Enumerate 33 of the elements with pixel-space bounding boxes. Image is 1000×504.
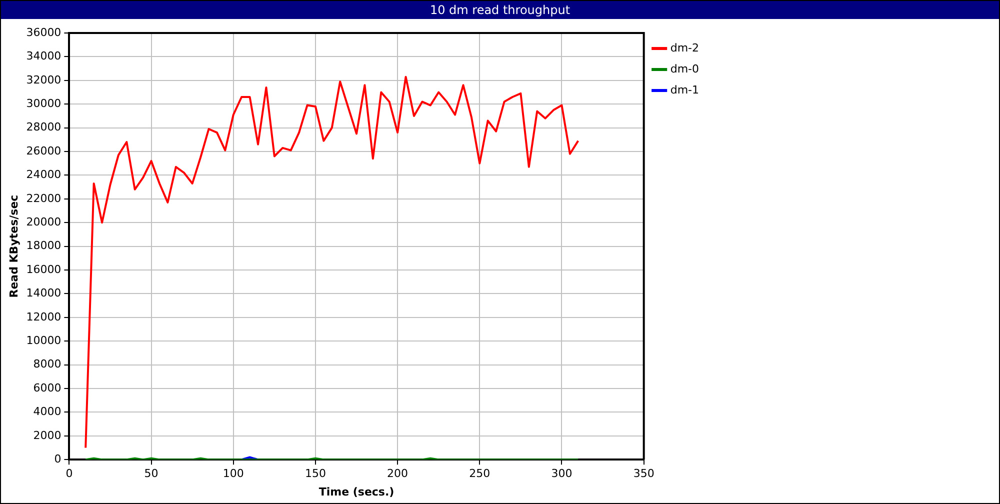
y-tick-label: 22000 — [26, 192, 62, 205]
y-tick-label: 26000 — [26, 144, 62, 158]
x-axis-title: Time (secs.) — [318, 485, 394, 498]
y-tick-label: 10000 — [26, 334, 62, 347]
x-tick-label: 150 — [304, 467, 326, 480]
y-tick-label: 16000 — [26, 262, 62, 276]
x-tick-label: 250 — [469, 467, 490, 480]
y-tick-label: 28000 — [26, 120, 62, 134]
y-tick-label: 2000 — [33, 428, 62, 442]
legend-label: dm-2 — [670, 41, 700, 54]
legend-label: dm-1 — [670, 83, 700, 96]
x-tick-label: 300 — [551, 467, 572, 480]
y-axis-title: Read KBytes/sec — [7, 194, 20, 298]
x-tick-label: 50 — [144, 467, 158, 480]
x-tick-label: 100 — [222, 467, 244, 480]
y-tick-label: 18000 — [26, 239, 62, 252]
y-tick-label: 4000 — [33, 405, 62, 418]
y-tick-label: 20000 — [26, 215, 62, 228]
x-tick-label: 350 — [633, 467, 654, 480]
legend-label: dm-0 — [670, 62, 700, 76]
x-tick-label: 200 — [387, 467, 408, 480]
y-tick-label: 36000 — [26, 26, 62, 39]
chart-title: 10 dm read throughput — [1, 1, 999, 19]
y-tick-label: 30000 — [26, 96, 62, 110]
y-tick-label: 12000 — [26, 310, 62, 324]
y-tick-label: 8000 — [33, 358, 62, 371]
y-tick-label: 0 — [54, 452, 62, 466]
y-tick-label: 6000 — [33, 381, 62, 394]
y-tick-label: 34000 — [26, 50, 62, 63]
x-tick-label: 0 — [66, 467, 73, 480]
y-tick-label: 24000 — [26, 168, 62, 182]
y-tick-label: 14000 — [26, 286, 62, 300]
y-tick-label: 32000 — [26, 73, 62, 86]
